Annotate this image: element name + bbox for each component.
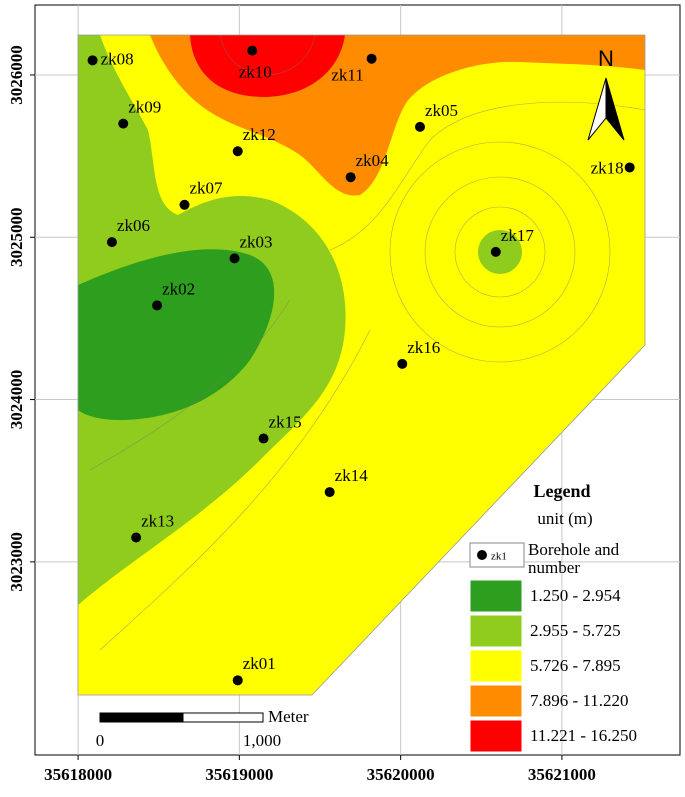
borehole [131,532,142,543]
borehole-label: zk13 [141,511,174,530]
legend-swatch [469,614,523,648]
borehole-label: zk02 [162,279,195,298]
borehole-label: zk11 [331,66,363,85]
borehole-label: zk18 [591,158,624,177]
x-tick-label: 35618000 [44,765,112,784]
borehole-label: zk03 [240,232,273,251]
axes: 35618000 35619000 35620000 35621000 3023000 3… [7,45,596,784]
legend-label: 11.221 - 16.250 [530,726,637,745]
borehole [366,53,377,64]
borehole-label: zk01 [243,654,276,673]
scale-label: 0 [96,731,105,750]
borehole-label: zk10 [239,63,272,82]
borehole-label: zk14 [335,466,369,485]
borehole [247,45,258,56]
borehole-label: zk06 [117,216,150,235]
y-tick-label: 3024000 [7,370,26,430]
borehole [87,55,98,66]
borehole-label: zk09 [128,98,161,117]
legend-borehole-text: Borehole and [528,540,620,559]
borehole-label: zk16 [407,338,440,357]
borehole-label: zk17 [501,226,535,245]
legend-label: 7.896 - 11.220 [530,691,629,710]
legend-swatch [469,579,523,613]
map-boundary [77,34,646,696]
borehole [229,253,240,264]
legend-swatch [469,719,523,753]
zone-fill [78,249,275,420]
legend-sample: zk1 [491,551,507,563]
scale-unit: Meter [268,707,309,726]
borehole [415,121,425,132]
borehole [397,358,408,369]
legend-borehole-text: number [528,558,580,577]
borehole-label: zk05 [425,101,458,120]
legend-label: 1.250 - 2.954 [530,586,621,605]
borehole [232,675,243,686]
borehole [232,146,243,157]
north-label: N [598,46,614,71]
borehole-label: zk15 [269,412,302,431]
borehole [490,246,501,257]
borehole [624,162,635,173]
x-tick-label: 35619000 [205,765,273,784]
y-tick-label: 3026000 [7,45,26,105]
legend-swatch [469,684,523,718]
x-tick-label: 35621000 [528,765,596,784]
y-tick-label: 3023000 [7,532,26,592]
scale-bar: Meter 0 1,000 [96,707,309,750]
borehole [345,172,356,183]
legend-symbol-box [469,542,525,568]
borehole [179,199,190,210]
borehole [324,487,335,498]
contour-lines [89,35,645,651]
legend-label: 2.955 - 5.725 [530,621,621,640]
x-tick-label: 35620000 [367,765,435,784]
legend-title: Legend [533,481,590,501]
y-tick-label: 3025000 [7,208,26,268]
borehole-label: zk08 [101,49,134,68]
north-arrow: N [587,46,625,141]
borehole [118,118,129,129]
contour-fill [78,35,645,695]
borehole [106,237,117,248]
borehole-label: zk07 [190,179,224,198]
legend-label: 5.726 - 7.895 [530,656,621,675]
legend-swatch [469,649,523,683]
borehole-label: zk04 [356,151,390,170]
zone-fill [190,35,345,97]
legend: Legend unit (m) zk1 Borehole and number … [469,481,637,753]
borehole [152,300,163,311]
legend-unit: unit (m) [537,509,592,528]
legend-symbol [477,550,487,560]
borehole-label: zk12 [243,125,276,144]
borehole [258,433,269,444]
boreholes: zk08 zk10 zk11 zk09 zk12 zk05 zk04 zk18 zk07 zk06… [87,45,635,686]
scale-label: 1,000 [243,731,281,750]
